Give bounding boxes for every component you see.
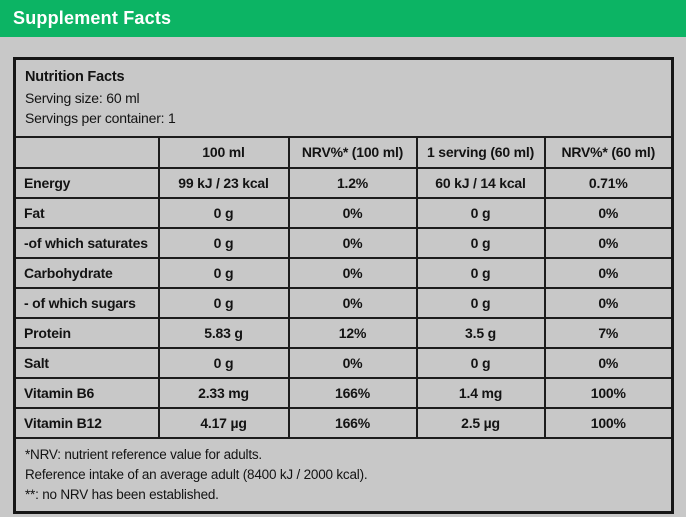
row-label: Vitamin B6 — [13, 376, 160, 409]
value-cell: 1.4 mg — [415, 376, 546, 409]
value-cell: 0% — [287, 256, 418, 289]
table-row-salt: Salt 0 g 0% 0 g 0% — [13, 346, 674, 379]
table-row-saturates: -of which saturates 0 g 0% 0 g 0% — [13, 226, 674, 259]
table-row-fat: Fat 0 g 0% 0 g 0% — [13, 196, 674, 229]
value-cell: 0% — [287, 226, 418, 259]
value-cell: 2.5 µg — [415, 406, 546, 439]
row-label: Energy — [13, 166, 160, 199]
serving-size-text: Serving size: 60 ml — [25, 90, 140, 107]
value-cell: 60 kJ / 14 kcal — [415, 166, 546, 199]
value-cell: 3.5 g — [415, 316, 546, 349]
value-cell: 12% — [287, 316, 418, 349]
nutrition-facts-table: Nutrition Facts Serving size: 60 ml Serv… — [13, 57, 675, 515]
nutrition-facts-title: Nutrition Facts — [25, 69, 125, 85]
value-cell: 1.2% — [287, 166, 418, 199]
value-cell: 0 g — [415, 196, 546, 229]
page-title: Supplement Facts — [13, 8, 172, 28]
value-cell: 5.83 g — [157, 316, 290, 349]
value-cell: 0 g — [415, 286, 546, 319]
value-cell: 4.17 µg — [157, 406, 290, 439]
footnote-reference-intake: Reference intake of an average adult (84… — [25, 466, 368, 482]
column-header-nrv-60ml: NRV%* (60 ml) — [543, 135, 674, 169]
footnote-nrv: *NRV: nutrient reference value for adult… — [25, 446, 262, 462]
value-cell: 0 g — [157, 286, 290, 319]
row-label: Carbohydrate — [13, 256, 160, 289]
value-cell: 0 g — [157, 256, 290, 289]
table-row-vitamin-b6: Vitamin B6 2.33 mg 166% 1.4 mg 100% — [13, 376, 674, 409]
row-label: Vitamin B12 — [13, 406, 160, 439]
table-info-cell: Nutrition Facts Serving size: 60 ml Serv… — [13, 57, 674, 138]
value-cell: 0 g — [415, 256, 546, 289]
value-cell: 100% — [543, 376, 674, 409]
servings-per-container-text: Servings per container: 1 — [25, 110, 176, 127]
table-row-carbohydrate: Carbohydrate 0 g 0% 0 g 0% — [13, 256, 674, 289]
table-info-row: Nutrition Facts Serving size: 60 ml Serv… — [13, 57, 674, 138]
column-header-row: 100 ml NRV%* (100 ml) 1 serving (60 ml) … — [13, 135, 674, 169]
value-cell: 166% — [287, 376, 418, 409]
table-row-vitamin-b12: Vitamin B12 4.17 µg 166% 2.5 µg 100% — [13, 406, 674, 439]
value-cell: 0% — [543, 346, 674, 379]
table-row-protein: Protein 5.83 g 12% 3.5 g 7% — [13, 316, 674, 349]
value-cell: 7% — [543, 316, 674, 349]
row-label: Fat — [13, 196, 160, 229]
column-header-1serving-60ml: 1 serving (60 ml) — [415, 135, 546, 169]
row-label: Protein — [13, 316, 160, 349]
row-label: Salt — [13, 346, 160, 379]
footnote-no-nrv: **: no NRV has been established. — [25, 487, 219, 503]
value-cell: 100% — [543, 406, 674, 439]
value-cell: 0% — [287, 346, 418, 379]
table-footnotes-cell: *NRV: nutrient reference value for adult… — [13, 436, 674, 514]
value-cell: 0% — [287, 286, 418, 319]
column-header-empty — [13, 135, 160, 169]
value-cell: 0 g — [157, 196, 290, 229]
value-cell: 0 g — [157, 346, 290, 379]
value-cell: 99 kJ / 23 kcal — [157, 166, 290, 199]
value-cell: 0 g — [415, 346, 546, 379]
column-header-100ml: 100 ml — [157, 135, 290, 169]
value-cell: 0% — [543, 196, 674, 229]
table-row-energy: Energy 99 kJ / 23 kcal 1.2% 60 kJ / 14 k… — [13, 166, 674, 199]
value-cell: 2.33 mg — [157, 376, 290, 409]
column-header-nrv-100ml: NRV%* (100 ml) — [287, 135, 418, 169]
table-row-sugars: - of which sugars 0 g 0% 0 g 0% — [13, 286, 674, 319]
value-cell: 0 g — [415, 226, 546, 259]
row-label: - of which sugars — [13, 286, 160, 319]
supplement-facts-header-bar: Supplement Facts — [0, 0, 686, 37]
value-cell: 0 g — [157, 226, 290, 259]
value-cell: 0% — [543, 286, 674, 319]
row-label: -of which saturates — [13, 226, 160, 259]
value-cell: 0% — [287, 196, 418, 229]
table-footnotes-row: *NRV: nutrient reference value for adult… — [13, 436, 674, 514]
value-cell: 0% — [543, 256, 674, 289]
value-cell: 0% — [543, 226, 674, 259]
value-cell: 166% — [287, 406, 418, 439]
value-cell: 0.71% — [543, 166, 674, 199]
